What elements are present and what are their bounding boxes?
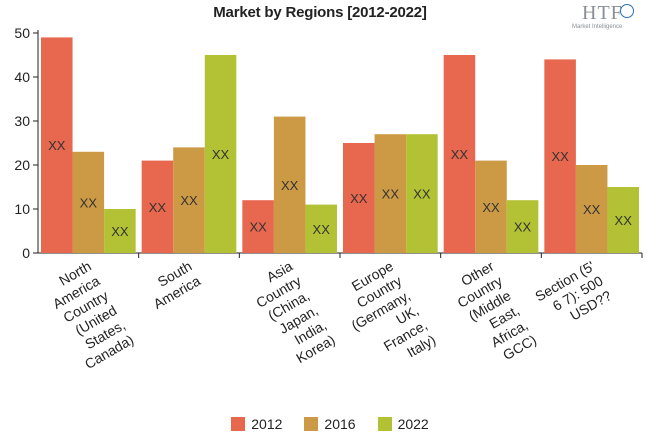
bar: [141, 160, 174, 253]
bar: [343, 143, 375, 253]
chart-legend: 2012 2016 2022: [0, 416, 660, 432]
y-tick-label: 0: [22, 245, 30, 261]
logo-text: HTF: [582, 2, 623, 24]
y-tick-label: 10: [14, 201, 30, 217]
bar: [72, 151, 105, 253]
legend-label: 2022: [397, 416, 429, 432]
data-label: XX: [514, 220, 532, 235]
legend-swatch: [304, 417, 319, 431]
bar-chart: 0 10 20 30 40 50 XX XX XX XX XX XX XX XX XX XX XX XX XX XX X…: [14, 25, 643, 378]
bar: [443, 55, 476, 253]
bar: [475, 160, 507, 253]
data-label: XX: [212, 147, 230, 162]
data-label: XX: [451, 147, 469, 162]
legend-item: 2012: [231, 416, 282, 432]
legend-label: 2012: [251, 416, 283, 432]
y-tick-label: 30: [14, 113, 30, 129]
bar: [575, 165, 608, 253]
legend-item: 2022: [377, 416, 429, 432]
globe-icon: [620, 4, 634, 18]
data-label: XX: [551, 149, 569, 164]
bar: [173, 147, 205, 253]
bar: [607, 187, 639, 253]
category-label: EuropeCountry(Germany,UK,France,Italy): [331, 258, 438, 378]
data-label: XX: [281, 178, 299, 193]
bar: [204, 55, 237, 253]
category-label: AsiaCountry(China,Japan,India,Korea): [245, 258, 338, 370]
bar: [544, 59, 576, 254]
legend-item: 2016: [304, 416, 356, 432]
data-label: XX: [48, 138, 66, 153]
data-label: XX: [615, 213, 633, 228]
bar: [104, 209, 136, 253]
data-label: XX: [350, 191, 368, 206]
category-label: OtherCountry(MiddleEast,Africa,GCC): [446, 258, 539, 370]
chart-title: Market by Regions [2012-2022]: [213, 4, 427, 21]
htf-logo: HTF Market Intelligence: [570, 2, 640, 32]
bar: [242, 200, 274, 253]
data-label: XX: [382, 187, 400, 202]
data-label: XX: [149, 200, 167, 215]
data-label: XX: [249, 220, 267, 235]
data-label: XX: [111, 224, 129, 239]
legend-swatch: [231, 417, 246, 431]
data-label: XX: [313, 222, 331, 237]
bar: [305, 204, 337, 253]
bar: [374, 134, 407, 253]
y-tick-label: 50: [14, 25, 30, 41]
data-label: XX: [413, 187, 431, 202]
category-label: SouthAmerica: [142, 258, 203, 312]
y-tick-label: 20: [14, 157, 30, 173]
bar: [506, 200, 539, 253]
legend-label: 2016: [324, 416, 356, 432]
bar: [273, 116, 306, 253]
category-label: Section (5'6 7): 500USD??: [532, 258, 614, 334]
category-label: NorthAmericaCountry(UnitedStates,Canada): [39, 258, 136, 372]
data-label: XX: [482, 200, 500, 215]
legend-swatch: [377, 417, 392, 431]
bar: [406, 134, 438, 253]
logo-subtext: Market Intelligence: [572, 24, 623, 30]
bar: [41, 37, 73, 254]
y-tick-label: 40: [14, 69, 30, 85]
data-label: XX: [180, 193, 198, 208]
data-label: XX: [583, 202, 601, 217]
data-label: XX: [80, 195, 98, 210]
